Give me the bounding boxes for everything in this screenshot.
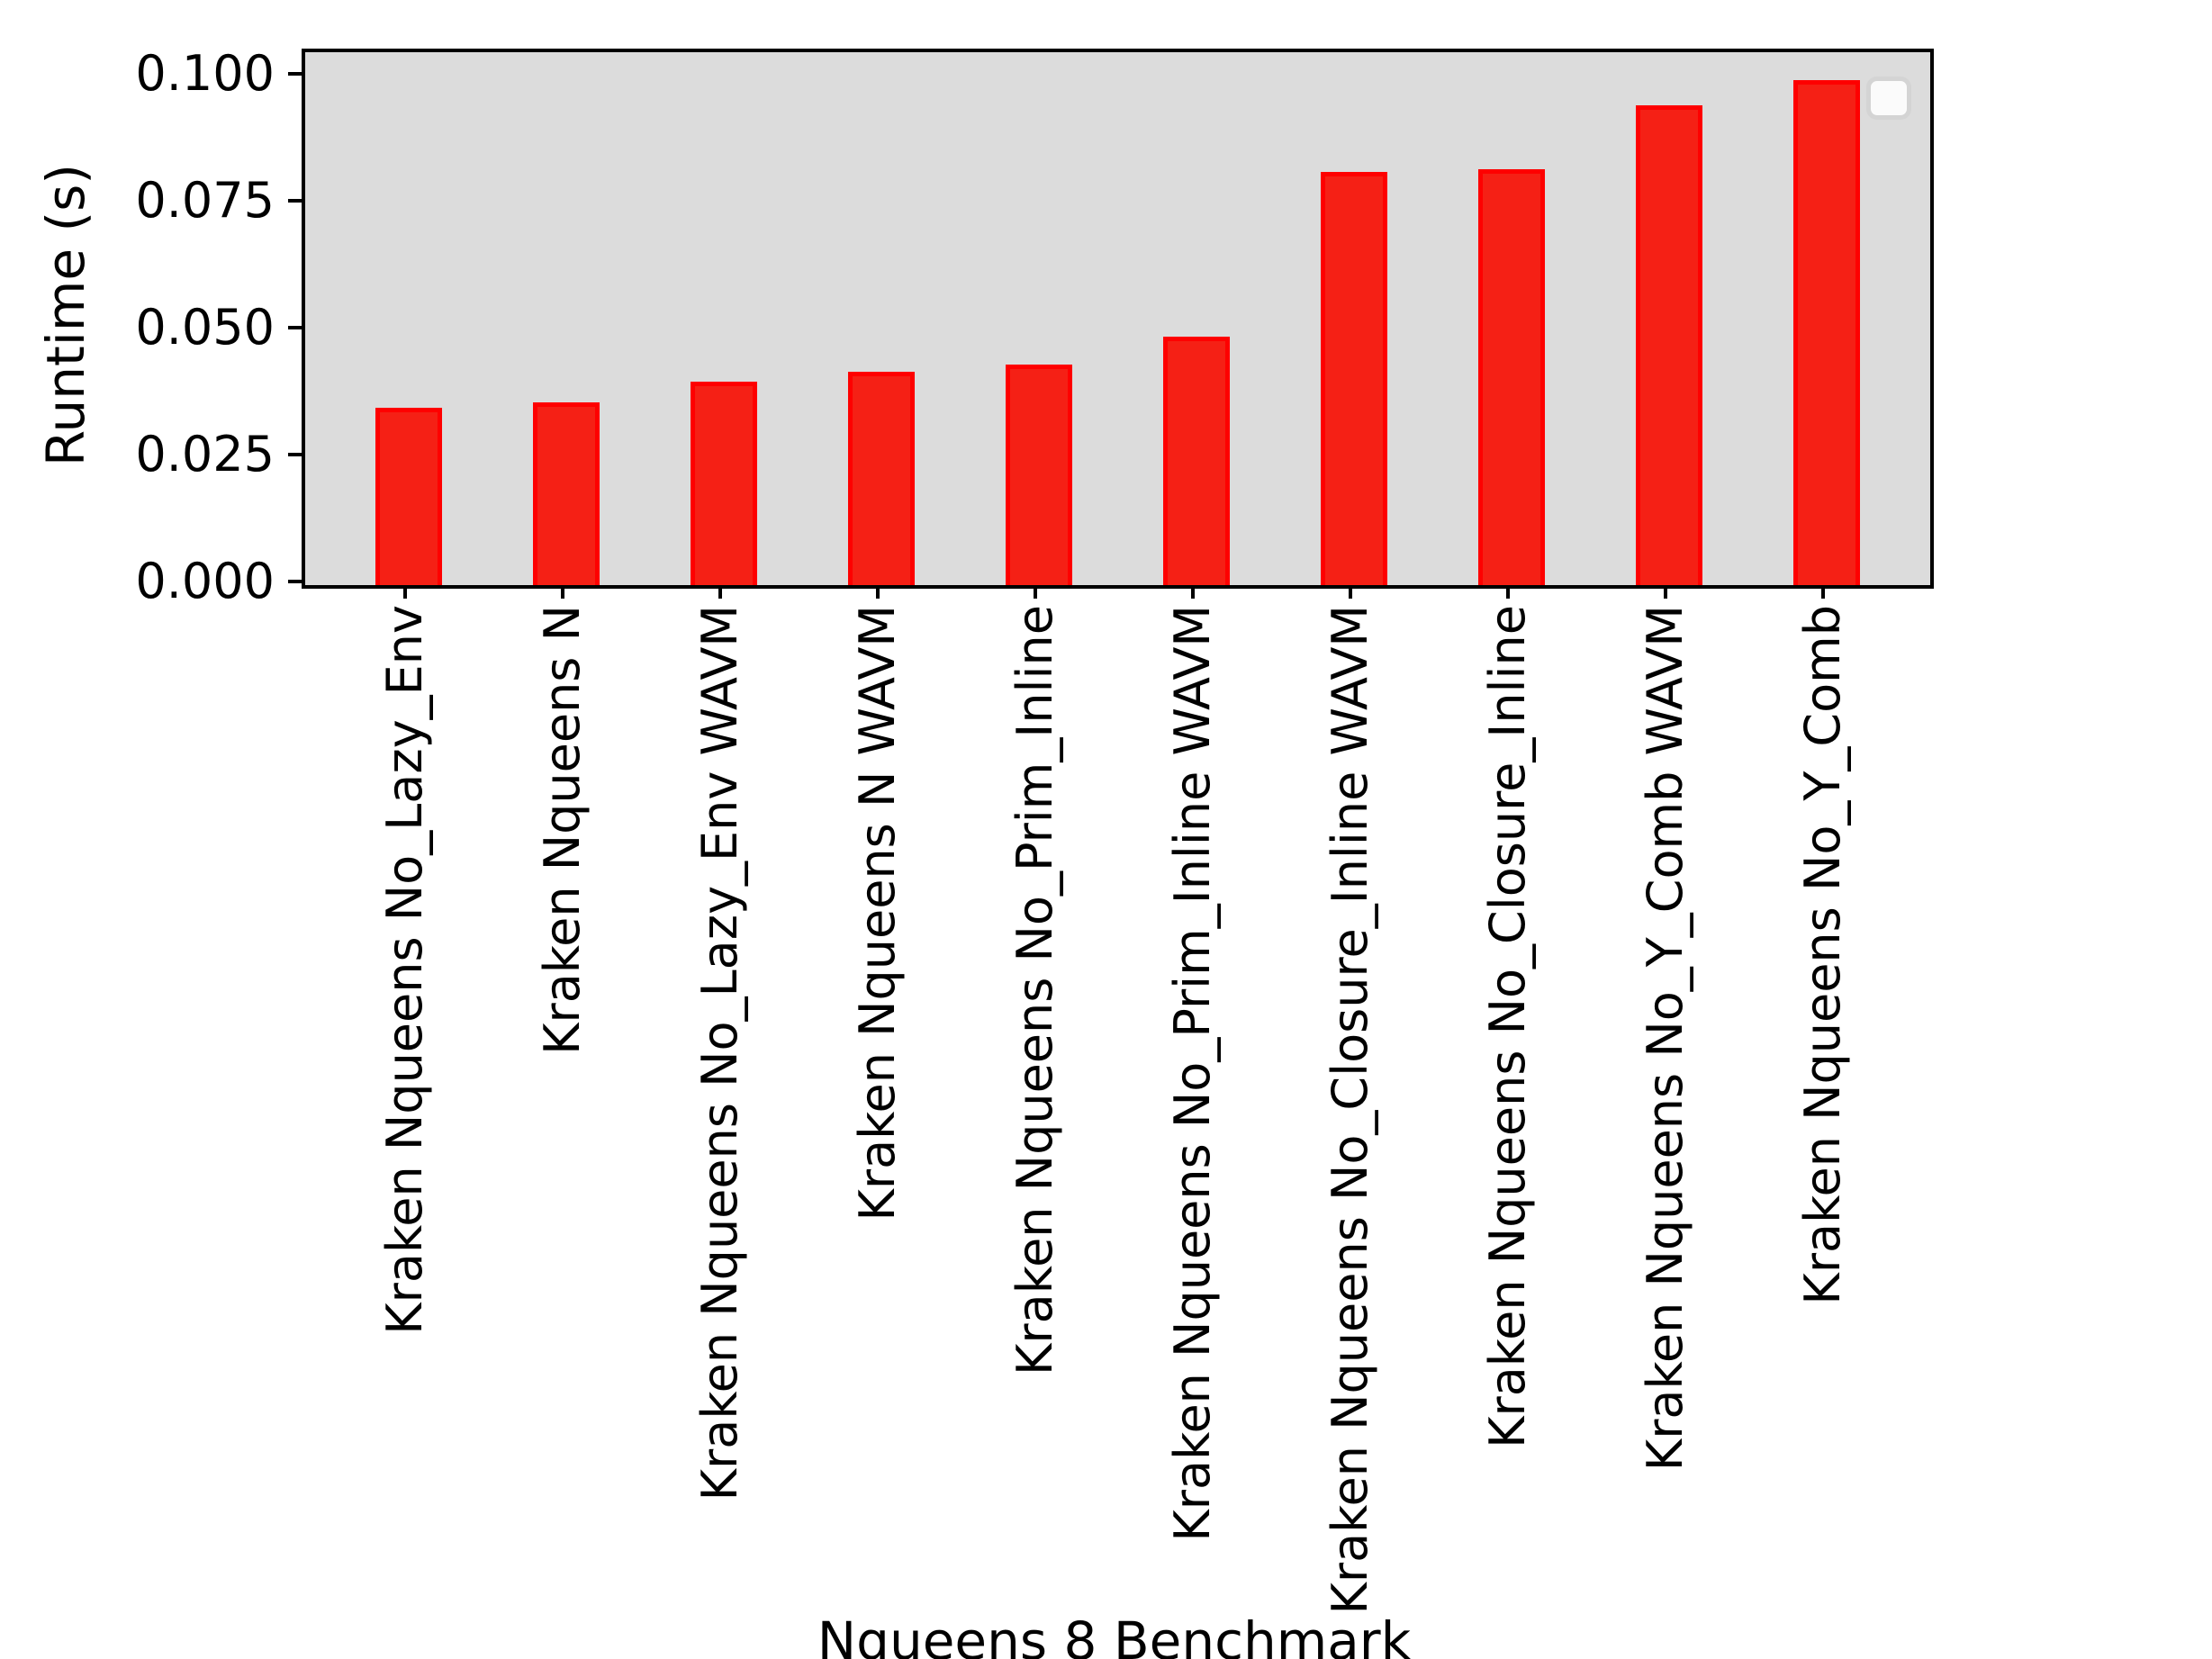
- x-tick-label: Kraken Nqueens N: [534, 605, 591, 1055]
- x-tick-mark: [1664, 585, 1667, 599]
- x-tick-label: Kraken Nqueens No_Y_Comb: [1794, 605, 1851, 1305]
- x-tick-mark: [403, 585, 407, 599]
- bar: [1793, 80, 1860, 585]
- x-tick-label: Kraken Nqueens No_Y_Comb WAVM: [1637, 605, 1693, 1472]
- legend-box: [1866, 77, 1911, 120]
- y-tick-label: 0.100: [135, 45, 275, 103]
- x-tick-mark: [1506, 585, 1510, 599]
- y-tick-label: 0.000: [135, 553, 275, 609]
- bar: [691, 382, 757, 585]
- y-tick-mark: [288, 453, 302, 457]
- bar: [1163, 336, 1230, 585]
- x-tick-mark: [1349, 585, 1352, 599]
- x-tick-label: Kraken Nqueens No_Closure_Inline: [1479, 605, 1536, 1448]
- y-tick-label: 0.025: [135, 426, 275, 483]
- bar: [1321, 171, 1387, 585]
- plot-area: [302, 49, 1934, 589]
- y-tick-mark: [288, 199, 302, 203]
- y-tick-label: 0.075: [135, 172, 275, 230]
- bar: [1006, 364, 1072, 585]
- y-tick-label: 0.050: [135, 299, 275, 356]
- x-axis-label: Nqueens 8 Benchmark: [817, 1610, 1412, 1659]
- y-tick-mark: [288, 72, 302, 77]
- bar: [1636, 105, 1702, 585]
- x-tick-label: Kraken Nqueens No_Lazy_Env: [376, 605, 433, 1335]
- bar: [533, 402, 600, 585]
- y-axis-label: Runtime (s): [35, 163, 96, 467]
- y-tick-mark: [288, 580, 302, 583]
- x-tick-label: Kraken Nqueens No_Prim_Inline: [1007, 605, 1063, 1375]
- x-tick-label: Kraken Nqueens No_Prim_Inline WAVM: [1164, 605, 1221, 1542]
- bar: [1478, 168, 1545, 585]
- x-tick-mark: [718, 585, 722, 599]
- x-tick-mark: [1034, 585, 1037, 599]
- x-tick-mark: [1191, 585, 1195, 599]
- bar: [848, 372, 915, 585]
- x-tick-label: Kraken Nqueens No_Lazy_Env WAVM: [691, 605, 748, 1501]
- x-tick-label: Kraken Nqueens N WAVM: [849, 605, 906, 1222]
- y-axis-label-box: Runtime (s): [25, 49, 106, 582]
- x-tick-label: Kraken Nqueens No_Closure_Inline WAVM: [1322, 605, 1378, 1615]
- x-tick-mark: [876, 585, 880, 599]
- y-tick-mark: [288, 326, 302, 330]
- x-tick-mark: [1821, 585, 1825, 599]
- x-tick-mark: [561, 585, 564, 599]
- bar: [375, 407, 442, 585]
